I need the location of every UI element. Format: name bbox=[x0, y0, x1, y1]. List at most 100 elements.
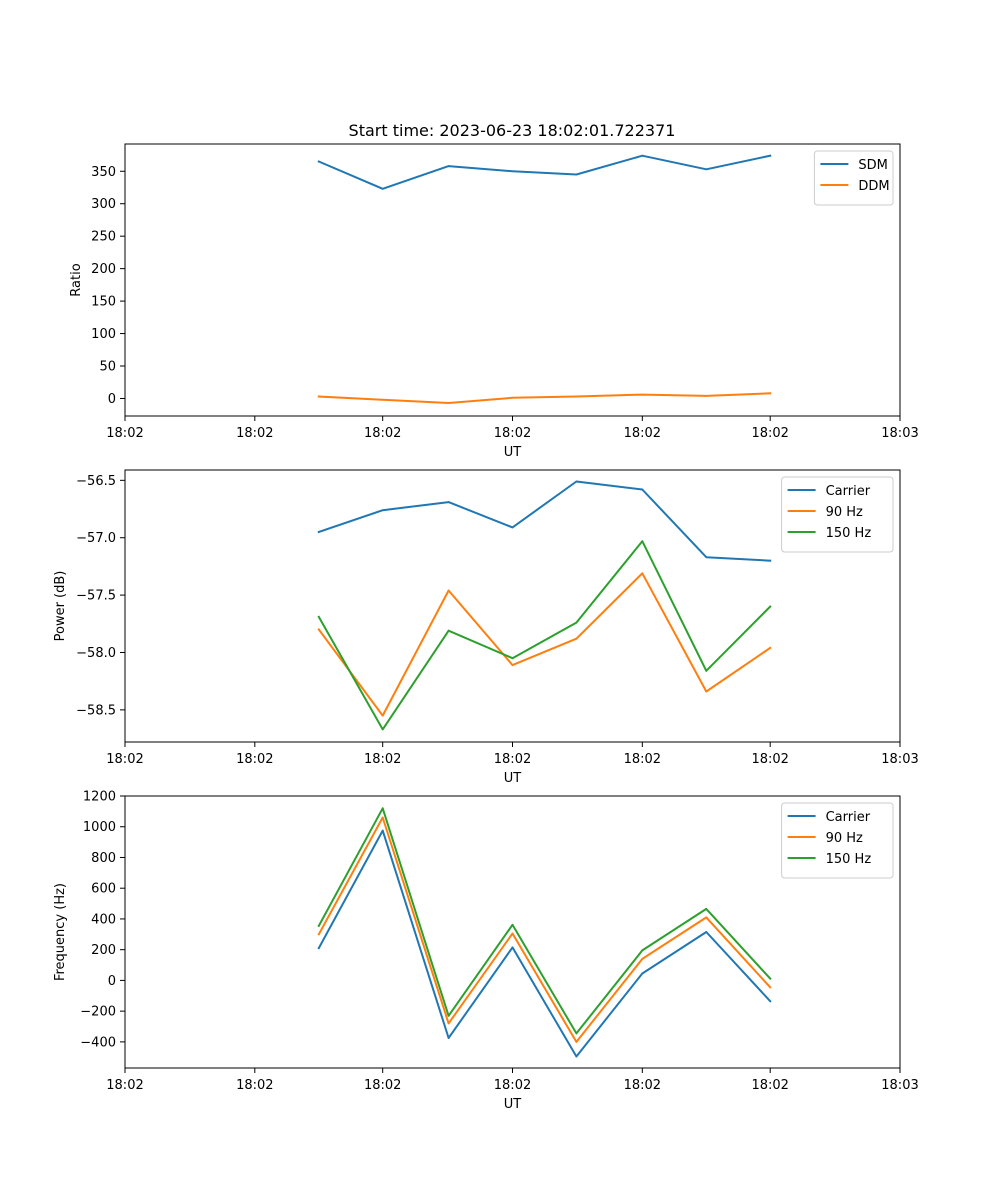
x-tick-label: 18:02 bbox=[624, 752, 661, 767]
data-point bbox=[705, 931, 708, 933]
legend-box bbox=[781, 802, 894, 879]
x-tick-label: 18:02 bbox=[494, 426, 531, 441]
series-line bbox=[317, 480, 772, 562]
data-point bbox=[769, 977, 772, 980]
data-point bbox=[511, 946, 514, 949]
data-point bbox=[769, 605, 772, 608]
data-point bbox=[317, 616, 320, 618]
data-point bbox=[381, 829, 384, 832]
data-point bbox=[769, 647, 772, 649]
data-point bbox=[447, 402, 450, 404]
data-point bbox=[317, 933, 320, 936]
data-point bbox=[641, 540, 644, 543]
data-point bbox=[381, 714, 384, 717]
x-tick-label: 18:02 bbox=[364, 1078, 401, 1093]
x-tick-label: 18:02 bbox=[236, 1078, 273, 1093]
data-point bbox=[381, 816, 384, 819]
data-point bbox=[447, 629, 450, 632]
x-axis-label: UT bbox=[504, 1097, 522, 1112]
legend-label: 150 Hz bbox=[826, 852, 872, 867]
legend: SDM DDM bbox=[813, 150, 894, 206]
data-point bbox=[317, 925, 320, 927]
data-point bbox=[317, 947, 320, 949]
legend-label: DDM bbox=[858, 179, 889, 194]
data-point bbox=[641, 393, 644, 396]
series-line bbox=[317, 392, 772, 404]
y-tick-label: −57.5 bbox=[76, 589, 116, 604]
x-tick-label: 18:02 bbox=[364, 426, 401, 441]
y-tick-label: −58.0 bbox=[76, 646, 116, 661]
legend-box bbox=[781, 476, 894, 553]
x-axis-label: UT bbox=[504, 771, 522, 786]
series-line bbox=[317, 807, 772, 1035]
y-tick-label: 1200 bbox=[83, 790, 116, 805]
series-line bbox=[317, 540, 772, 731]
legend-label: 90 Hz bbox=[826, 831, 863, 846]
series-line bbox=[317, 572, 772, 717]
y-tick-label: 0 bbox=[108, 974, 116, 989]
panels: 18:02 18:02 18:02 18:02 18:02 18:02 18:03 0 50 10… bbox=[53, 143, 919, 1112]
panel-1: 18:02 18:02 18:02 18:02 18:02 18:02 18:03 0 50 10… bbox=[69, 143, 919, 460]
y-tick-label: −200 bbox=[80, 1005, 116, 1020]
series-line bbox=[317, 829, 772, 1058]
data-point bbox=[511, 396, 514, 399]
legend-label: SDM bbox=[858, 158, 887, 173]
x-tick-label: 18:03 bbox=[881, 426, 918, 441]
figure-title: Start time: 2023-06-23 18:02:01.722371 bbox=[349, 121, 676, 140]
data-point bbox=[575, 1041, 578, 1043]
data-point bbox=[641, 958, 644, 960]
y-tick-label: −56.5 bbox=[76, 474, 116, 489]
data-point bbox=[447, 589, 450, 592]
data-point bbox=[381, 509, 384, 512]
data-point bbox=[575, 1032, 578, 1035]
y-tick-label: 800 bbox=[91, 851, 116, 866]
data-point bbox=[511, 664, 514, 666]
y-tick-label: 150 bbox=[91, 295, 116, 310]
y-axis-label: Ratio bbox=[69, 263, 84, 296]
x-tick-label: 18:02 bbox=[106, 1078, 143, 1093]
y-tick-label: −58.5 bbox=[76, 703, 116, 718]
x-tick-label: 18:02 bbox=[236, 752, 273, 767]
data-point bbox=[511, 526, 514, 529]
y-axis-label: Power (dB) bbox=[53, 571, 68, 642]
data-point bbox=[705, 908, 708, 910]
y-tick-label: 400 bbox=[91, 912, 116, 927]
y-tick-label: 50 bbox=[99, 360, 116, 375]
x-tick-label: 18:02 bbox=[494, 752, 531, 767]
data-point bbox=[511, 932, 514, 935]
data-point bbox=[769, 154, 772, 157]
data-point bbox=[317, 395, 320, 398]
data-point bbox=[705, 916, 708, 919]
y-tick-label: 0 bbox=[108, 392, 116, 407]
data-point bbox=[381, 807, 384, 810]
legend: Carrier 90 Hz 150 Hz bbox=[781, 802, 894, 879]
x-tick-label: 18:02 bbox=[624, 1078, 661, 1093]
data-point bbox=[769, 986, 772, 989]
series-line bbox=[317, 816, 772, 1043]
legend: Carrier 90 Hz 150 Hz bbox=[781, 476, 894, 553]
y-tick-label: 200 bbox=[91, 943, 116, 958]
y-tick-label: −400 bbox=[80, 1035, 116, 1050]
legend-label: Carrier bbox=[826, 810, 871, 825]
data-point bbox=[511, 657, 514, 660]
data-point bbox=[641, 572, 644, 575]
x-tick-label: 18:03 bbox=[881, 752, 918, 767]
x-tick-label: 18:02 bbox=[751, 1078, 788, 1093]
x-tick-label: 18:02 bbox=[236, 426, 273, 441]
data-point bbox=[381, 398, 384, 401]
y-tick-label: 300 bbox=[91, 197, 116, 212]
data-point bbox=[641, 972, 644, 975]
data-point bbox=[447, 1014, 450, 1017]
data-point bbox=[705, 690, 708, 693]
y-tick-label: 100 bbox=[91, 327, 116, 342]
data-point bbox=[381, 728, 384, 731]
data-point bbox=[769, 559, 772, 562]
x-tick-label: 18:02 bbox=[106, 426, 143, 441]
y-tick-label: 250 bbox=[91, 230, 116, 245]
legend-label: Carrier bbox=[826, 484, 871, 499]
series-line bbox=[317, 154, 772, 190]
data-point bbox=[317, 628, 320, 631]
legend-label: 150 Hz bbox=[826, 526, 872, 541]
x-axis-label: UT bbox=[504, 445, 522, 460]
x-tick-label: 18:02 bbox=[364, 752, 401, 767]
